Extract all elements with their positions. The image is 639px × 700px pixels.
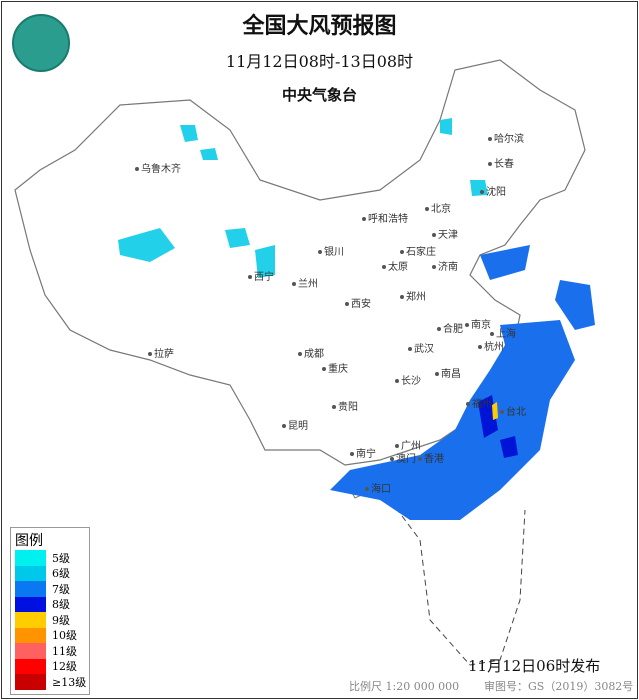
city-label: 西宁: [248, 268, 274, 283]
city-label: 拉萨: [148, 345, 174, 360]
city-label: 香港: [418, 450, 444, 465]
city-label: 西安: [345, 295, 371, 310]
wind-areas-level7: [330, 245, 595, 520]
city-label: 合肥: [437, 320, 463, 335]
map-approval-number: 审图号：GS（2019）3082号: [484, 680, 634, 693]
city-label: 昆明: [282, 417, 308, 432]
legend-item: 6级: [11, 565, 89, 581]
legend-swatch: [15, 550, 46, 566]
legend-label: 7级: [52, 582, 70, 596]
legend-label: 8级: [52, 598, 70, 612]
city-label: 南宁: [350, 445, 376, 460]
city-label: 广州: [395, 437, 421, 452]
map-title: 全国大风预报图: [242, 13, 397, 39]
city-label: 成都: [298, 345, 324, 360]
city-label: 贵阳: [332, 398, 358, 413]
legend-item: 10级: [11, 627, 89, 643]
legend-swatch: [15, 658, 46, 674]
legend-label: ≥13级: [52, 675, 87, 689]
legend-item: 9级: [11, 612, 89, 628]
legend-label: 9级: [52, 613, 70, 627]
legend-swatch: [15, 581, 46, 597]
city-label: 济南: [432, 258, 458, 273]
legend-item: 8级: [11, 596, 89, 612]
city-label: 哈尔滨: [488, 130, 524, 145]
legend-label: 10级: [52, 629, 77, 643]
legend: 图例 5级 6级 7级 8级 9级 10级 11级 12级 ≥13级: [10, 527, 90, 695]
legend-item: 7级: [11, 581, 89, 597]
city-label: 武汉: [408, 340, 434, 355]
legend-swatch: [15, 627, 46, 643]
legend-label: 6级: [52, 567, 70, 581]
city-label: 沈阳: [480, 183, 506, 198]
legend-swatch: [15, 596, 46, 612]
city-label: 上海: [490, 325, 516, 340]
city-label: 郑州: [400, 288, 426, 303]
map-scale: 比例尺 1:20 000 000: [349, 680, 460, 693]
legend-swatch: [15, 612, 46, 628]
legend-item: 5级: [11, 550, 89, 566]
city-label: 石家庄: [400, 243, 436, 258]
city-label: 海口: [365, 480, 391, 495]
cma-logo: [12, 14, 70, 72]
city-label: 乌鲁木齐: [135, 160, 181, 175]
city-label: 长春: [488, 155, 514, 170]
city-label: 银川: [318, 243, 344, 258]
city-label: 天津: [432, 226, 458, 241]
city-label: 台北: [500, 403, 526, 418]
city-label: 澳门: [390, 450, 416, 465]
nine-dash-frame: [389, 499, 526, 666]
city-label: 南昌: [435, 365, 461, 380]
city-label: 北京: [425, 200, 451, 215]
legend-item: 12级: [11, 658, 89, 674]
legend-label: 5级: [52, 551, 70, 565]
legend-item: 11级: [11, 643, 89, 659]
legend-label: 12级: [52, 660, 77, 674]
city-label: 呼和浩特: [362, 210, 408, 225]
city-label: 福州: [466, 395, 492, 410]
city-label: 杭州: [478, 338, 504, 353]
wind-area-level9: [492, 402, 498, 420]
legend-swatch: [15, 565, 46, 581]
legend-label: 11级: [52, 644, 77, 658]
forecast-period: 11月12日08时-13日08时: [225, 52, 414, 71]
city-label: 重庆: [322, 360, 348, 375]
legend-swatch: [15, 643, 46, 659]
city-label: 太原: [382, 258, 408, 273]
city-label: 兰州: [292, 275, 318, 290]
agency: 中央气象台: [281, 86, 357, 104]
city-label: 南京: [465, 316, 491, 331]
city-label: 长沙: [395, 372, 421, 387]
legend-title: 图例: [15, 533, 43, 549]
legend-swatch: [15, 674, 46, 690]
legend-item: ≥13级: [11, 674, 89, 690]
issue-time: 11月12日06时发布: [468, 657, 601, 675]
